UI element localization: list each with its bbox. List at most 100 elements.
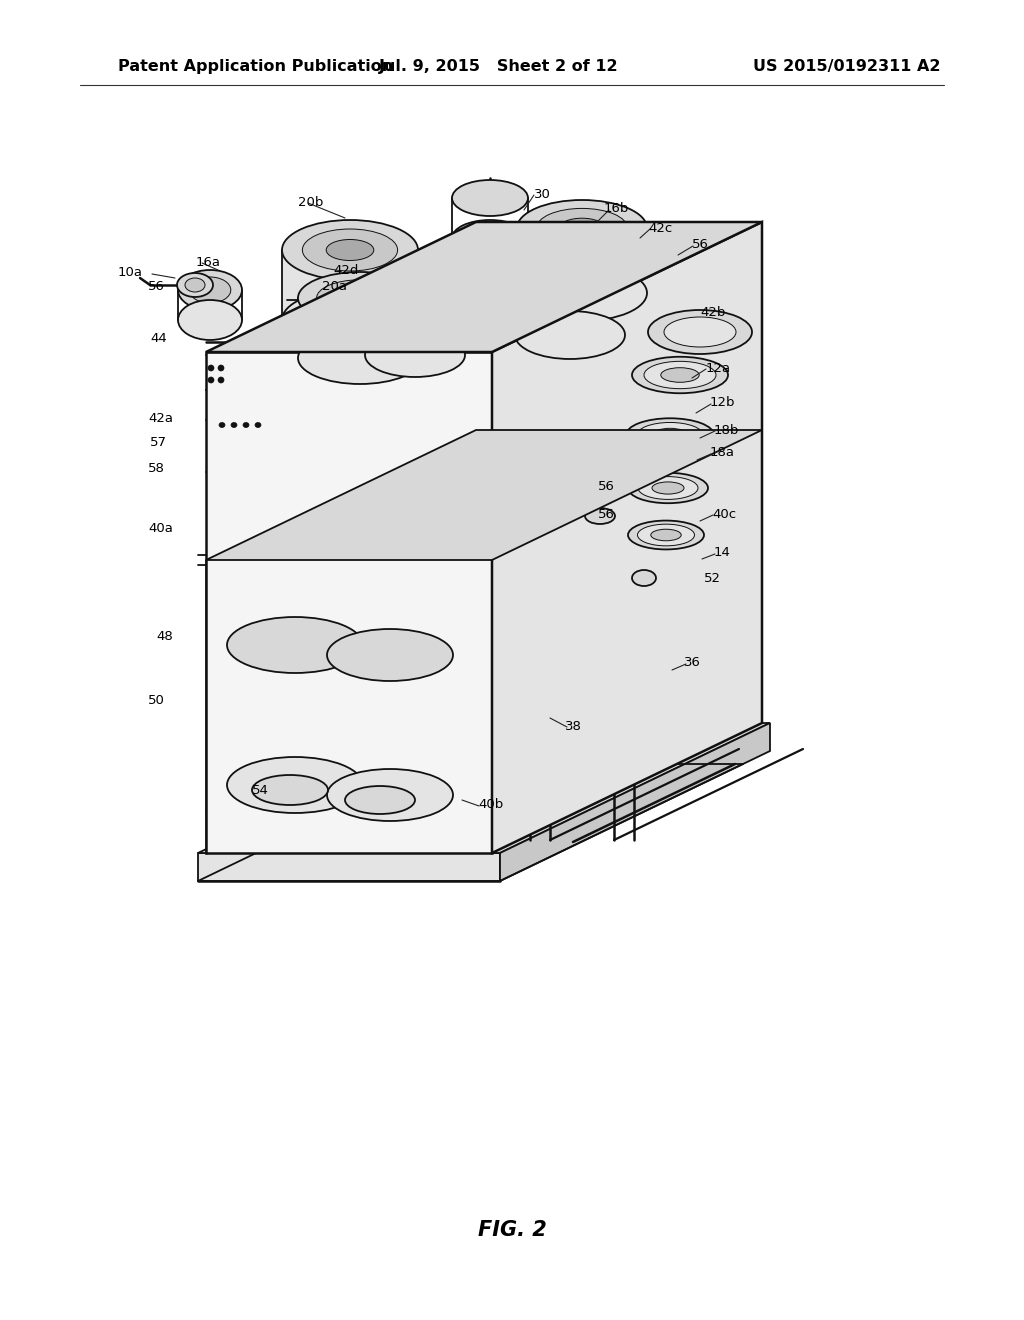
Text: 20a: 20a (322, 280, 347, 293)
Text: 12a: 12a (706, 362, 731, 375)
Text: FIG. 2: FIG. 2 (477, 1220, 547, 1241)
Ellipse shape (652, 428, 687, 442)
Polygon shape (206, 222, 762, 352)
Ellipse shape (628, 520, 705, 549)
Text: 56: 56 (598, 507, 614, 520)
Text: 30: 30 (534, 189, 551, 202)
Ellipse shape (327, 239, 374, 260)
Ellipse shape (517, 201, 647, 256)
Text: 18a: 18a (710, 446, 735, 459)
Ellipse shape (231, 422, 237, 428)
Ellipse shape (559, 218, 605, 238)
Polygon shape (335, 814, 360, 825)
Ellipse shape (219, 422, 225, 428)
Text: 50: 50 (148, 693, 165, 706)
Ellipse shape (632, 570, 656, 586)
Ellipse shape (218, 366, 224, 371)
Ellipse shape (189, 277, 230, 304)
Text: 54: 54 (252, 784, 269, 796)
Polygon shape (282, 249, 418, 319)
Polygon shape (300, 814, 325, 825)
Polygon shape (227, 645, 362, 785)
Ellipse shape (365, 333, 465, 378)
Ellipse shape (345, 785, 415, 814)
Ellipse shape (282, 290, 418, 350)
Ellipse shape (327, 630, 453, 681)
Polygon shape (206, 430, 762, 560)
Text: US 2015/0192311 A2: US 2015/0192311 A2 (753, 59, 940, 74)
Ellipse shape (638, 524, 694, 546)
Ellipse shape (664, 317, 736, 347)
Text: Patent Application Publication: Patent Application Publication (118, 59, 393, 74)
Ellipse shape (185, 279, 205, 292)
Ellipse shape (515, 312, 625, 359)
Text: 42c: 42c (648, 222, 672, 235)
Polygon shape (492, 222, 762, 853)
Ellipse shape (218, 378, 224, 383)
Polygon shape (500, 723, 770, 880)
Text: 40a: 40a (148, 521, 173, 535)
Polygon shape (230, 814, 255, 825)
Text: 10a: 10a (118, 265, 143, 279)
Ellipse shape (178, 271, 242, 310)
Polygon shape (340, 315, 465, 355)
Text: 38: 38 (565, 719, 582, 733)
Ellipse shape (452, 180, 528, 216)
Text: 36: 36 (684, 656, 700, 669)
Text: 40b: 40b (478, 799, 503, 812)
Text: 57: 57 (150, 437, 167, 450)
Polygon shape (370, 814, 395, 825)
Ellipse shape (517, 265, 647, 321)
Ellipse shape (208, 378, 214, 383)
Ellipse shape (302, 228, 397, 271)
Text: 56: 56 (148, 280, 165, 293)
Ellipse shape (626, 418, 714, 451)
Ellipse shape (227, 616, 362, 673)
Text: 12b: 12b (710, 396, 735, 409)
Polygon shape (206, 352, 492, 853)
Ellipse shape (452, 220, 528, 256)
Ellipse shape (637, 422, 703, 447)
Polygon shape (298, 298, 422, 358)
Ellipse shape (648, 310, 752, 354)
Ellipse shape (628, 473, 708, 503)
Ellipse shape (298, 272, 422, 323)
Ellipse shape (485, 267, 595, 314)
Ellipse shape (651, 529, 681, 541)
Ellipse shape (638, 477, 698, 499)
Text: 42a: 42a (148, 412, 173, 425)
Text: 56: 56 (692, 239, 709, 252)
Polygon shape (485, 290, 625, 335)
Ellipse shape (632, 356, 728, 393)
Text: 52: 52 (705, 572, 721, 585)
Ellipse shape (178, 300, 242, 341)
Text: 40c: 40c (712, 507, 736, 520)
Ellipse shape (585, 482, 615, 498)
Ellipse shape (227, 756, 362, 813)
Ellipse shape (282, 220, 418, 280)
Text: 42d: 42d (333, 264, 358, 276)
Ellipse shape (255, 422, 261, 428)
Ellipse shape (652, 482, 684, 494)
Ellipse shape (585, 508, 615, 524)
Ellipse shape (340, 293, 440, 337)
Polygon shape (198, 853, 500, 880)
Text: 48: 48 (156, 630, 173, 643)
Ellipse shape (338, 289, 382, 308)
Text: 58: 58 (148, 462, 165, 474)
Text: 42b: 42b (700, 305, 725, 318)
Polygon shape (198, 723, 770, 853)
Text: 18b: 18b (714, 424, 739, 437)
Text: 44: 44 (150, 333, 167, 346)
Polygon shape (327, 655, 453, 795)
Ellipse shape (252, 775, 328, 805)
Polygon shape (517, 228, 647, 293)
Ellipse shape (177, 273, 213, 297)
Polygon shape (275, 649, 315, 671)
Polygon shape (265, 814, 290, 825)
Text: 20b: 20b (298, 195, 324, 209)
Ellipse shape (298, 333, 422, 384)
Text: Jul. 9, 2015   Sheet 2 of 12: Jul. 9, 2015 Sheet 2 of 12 (379, 59, 618, 74)
Text: 14: 14 (714, 546, 731, 560)
Ellipse shape (644, 362, 716, 388)
